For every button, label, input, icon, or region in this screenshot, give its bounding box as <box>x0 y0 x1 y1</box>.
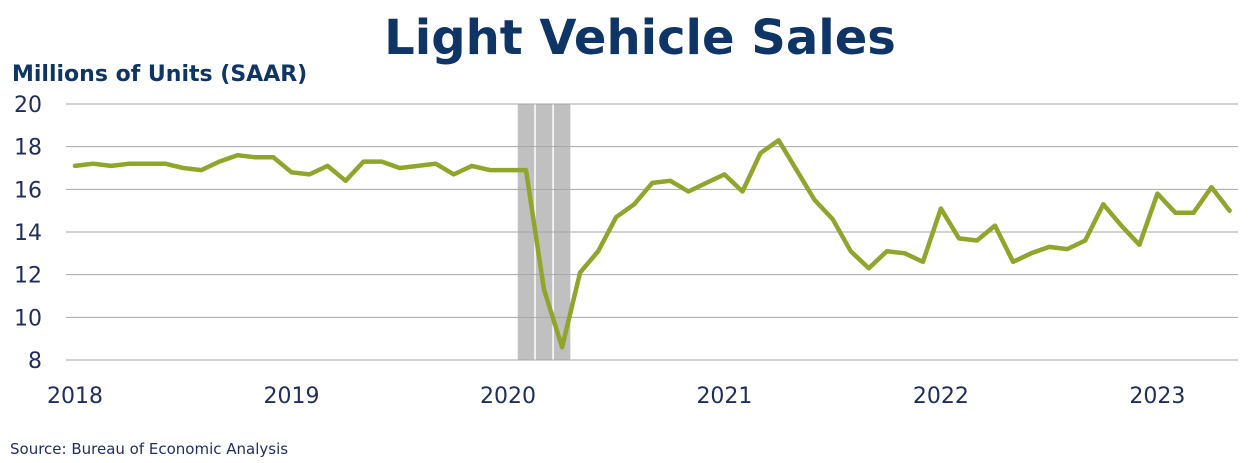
source-note: Source: Bureau of Economic Analysis <box>10 440 288 458</box>
x-tick-label: 2023 <box>1129 384 1185 409</box>
x-tick-label: 2018 <box>47 384 103 409</box>
y-tick-label: 8 <box>28 349 42 374</box>
y-tick-label: 10 <box>14 306 42 331</box>
y-tick-label: 12 <box>14 264 42 289</box>
x-axis-ticks: 2018 2019 2020 2021 2022 2023 <box>47 384 1185 409</box>
x-tick-label: 2020 <box>480 384 536 409</box>
y-tick-label: 18 <box>14 136 42 161</box>
gridlines <box>66 103 1238 361</box>
y-axis-label: Millions of Units (SAAR) <box>12 62 307 87</box>
chart-title: Light Vehicle Sales <box>384 10 896 66</box>
y-tick-label: 14 <box>14 221 42 246</box>
x-tick-label: 2022 <box>913 384 969 409</box>
series-layer <box>72 138 1232 350</box>
y-tick-label: 20 <box>14 93 42 118</box>
y-tick-label: 16 <box>14 178 42 203</box>
y-axis-ticks: 8 10 12 14 16 18 20 <box>14 93 42 374</box>
x-tick-label: 2021 <box>696 384 752 409</box>
series-line <box>72 138 1232 350</box>
x-tick-label: 2019 <box>263 384 319 409</box>
